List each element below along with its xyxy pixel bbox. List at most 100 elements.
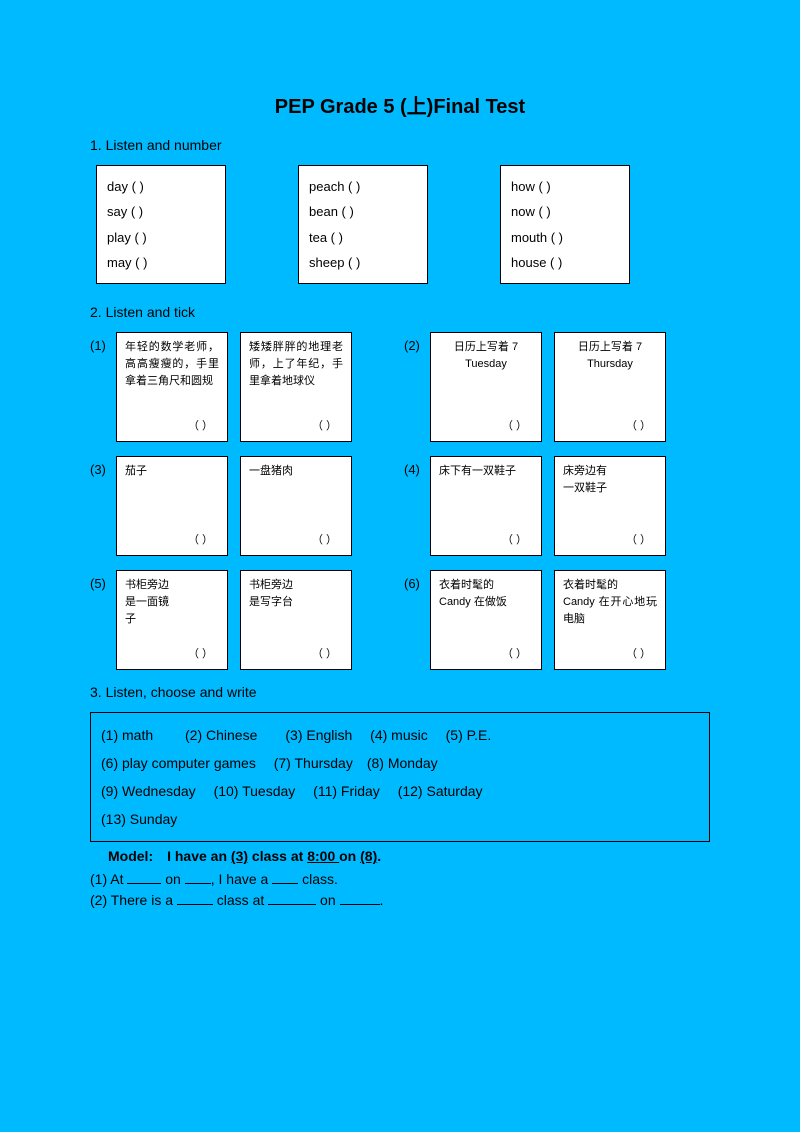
s2-choice-box: 日历上写着 7 Thursday （ ） (554, 332, 666, 442)
s1-item: peach ( ) (309, 174, 417, 199)
model-underline: (3) (231, 848, 248, 864)
wordbank-line: (1) math (2) Chinese (3) English (4) mus… (101, 721, 699, 749)
s2-paren[interactable]: （ ） (502, 532, 527, 549)
s2-choice-text: 矮矮胖胖的地理老师，上了年纪，手里拿着地球仪 (249, 339, 343, 390)
blank[interactable] (127, 870, 161, 884)
blank[interactable] (185, 870, 211, 884)
s2-choice-text: 衣着时髦的 Candy 在做饭 (439, 577, 533, 611)
s1-box-1: day ( ) say ( ) play ( ) may ( ) (96, 165, 226, 284)
blank[interactable] (272, 870, 298, 884)
s1-item: now ( ) (511, 199, 619, 224)
s1-item: bean ( ) (309, 199, 417, 224)
s2-pair: 年轻的数学老师，高高瘦瘦的，手里拿着三角尺和圆规（ ）矮矮胖胖的地理老师，上了年… (116, 332, 352, 442)
model-text: class at (248, 848, 307, 864)
blank[interactable] (340, 891, 380, 905)
s1-item: play ( ) (107, 225, 215, 250)
s1-item: tea ( ) (309, 225, 417, 250)
s1-item: day ( ) (107, 174, 215, 199)
s1-item: may ( ) (107, 250, 215, 275)
s2-paren[interactable]: （ ） (502, 418, 527, 435)
s2-choice-text: 日历上写着 7 Thursday (563, 339, 657, 373)
s2-choice-box: 书柜旁边 是写字台 （ ） (240, 570, 352, 670)
s2-choice-box: 床下有一双鞋子 （ ） (430, 456, 542, 556)
fill-text: on (316, 892, 339, 908)
s2-choice-text: 年轻的数学老师，高高瘦瘦的，手里拿着三角尺和圆规 (125, 339, 219, 390)
s1-item: house ( ) (511, 250, 619, 275)
section2-container: (1)年轻的数学老师，高高瘦瘦的，手里拿着三角尺和圆规（ ）矮矮胖胖的地理老师，… (90, 332, 710, 670)
s2-pair: 茄子 （ ） 一盘猪肉 （ ） (116, 456, 352, 556)
section2-heading: 2. Listen and tick (90, 304, 710, 320)
s2-number: (4) (404, 456, 430, 477)
s2-choice-box: 书柜旁边 是一面镜 子 （ ） (116, 570, 228, 670)
s1-item: sheep ( ) (309, 250, 417, 275)
s2-choice-box: 日历上写着 7 Tuesday （ ） (430, 332, 542, 442)
blank[interactable] (177, 891, 213, 905)
fill-text: (1) At (90, 871, 127, 887)
s2-choice-box: 衣着时髦的 Candy 在开心地玩电脑 （ ） (554, 570, 666, 670)
s2-pair: 衣着时髦的 Candy 在做饭 （ ） 衣着时髦的 Candy 在开心地玩电脑 （ ） (430, 570, 666, 670)
section1-heading: 1. Listen and number (90, 137, 710, 153)
page-title: PEP Grade 5 (上)Final Test (90, 90, 710, 119)
s2-paren[interactable]: （ ） (626, 646, 651, 663)
s2-paren[interactable]: （ ） (626, 418, 651, 435)
wordbank-line: (13) Sunday (101, 805, 699, 833)
s2-choice-box: 年轻的数学老师，高高瘦瘦的，手里拿着三角尺和圆规 （ ） (116, 332, 228, 442)
s2-number: (3) (90, 456, 116, 477)
s2-number: (6) (404, 570, 430, 591)
s2-choice-text: 床旁边有 一双鞋子 (563, 463, 657, 497)
section1-boxes: day ( ) say ( ) play ( ) may ( ) peach (… (96, 165, 710, 284)
s2-choice-box: 衣着时髦的 Candy 在做饭 （ ） (430, 570, 542, 670)
s2-choice-box: 矮矮胖胖的地理老师，上了年纪，手里拿着地球仪 （ ） (240, 332, 352, 442)
worksheet-page: PEP Grade 5 (上)Final Test 1. Listen and … (0, 0, 800, 1132)
section3-heading: 3. Listen, choose and write (90, 684, 710, 700)
fill-text: (2) There is a (90, 892, 177, 908)
s2-row: (1)年轻的数学老师，高高瘦瘦的，手里拿着三角尺和圆规（ ）矮矮胖胖的地理老师，… (90, 332, 710, 442)
s2-paren[interactable]: （ ） (312, 532, 337, 549)
s2-paren[interactable]: （ ） (502, 646, 527, 663)
s2-choice-text: 书柜旁边 是写字台 (249, 577, 343, 611)
s2-row: (5)书柜旁边 是一面镜 子（ ）书柜旁边 是写字台（ ）(6)衣着时髦的 Ca… (90, 570, 710, 670)
s2-paren[interactable]: （ ） (312, 646, 337, 663)
s2-choice-text: 书柜旁边 是一面镜 子 (125, 577, 219, 628)
s2-number: (5) (90, 570, 116, 591)
fill-text: on (161, 871, 184, 887)
s2-number: (2) (404, 332, 430, 353)
model-text: . (377, 848, 381, 864)
s2-choice-box: 茄子 （ ） (116, 456, 228, 556)
s1-item: mouth ( ) (511, 225, 619, 250)
s2-pair: 日历上写着 7 Tuesday （ ） 日历上写着 7 Thursday （ ） (430, 332, 666, 442)
s2-paren[interactable]: （ ） (188, 646, 213, 663)
s2-pair: 床下有一双鞋子 （ ） 床旁边有 一双鞋子 （ ） (430, 456, 666, 556)
s2-choice-text: 一盘猪肉 (249, 463, 343, 480)
s1-item: say ( ) (107, 199, 215, 224)
s2-choice-text: 床下有一双鞋子 (439, 463, 533, 480)
fill-text: class at (213, 892, 268, 908)
fill-text: class. (298, 871, 338, 887)
s2-choice-text: 日历上写着 7 Tuesday (439, 339, 533, 373)
model-text: Model: I have an (108, 848, 231, 864)
s1-box-2: peach ( ) bean ( ) tea ( ) sheep ( ) (298, 165, 428, 284)
s2-choice-text: 茄子 (125, 463, 219, 480)
s2-paren[interactable]: （ ） (188, 532, 213, 549)
s2-paren[interactable]: （ ） (626, 532, 651, 549)
model-sentence: Model: I have an (3) class at 8:00 on (8… (108, 848, 710, 864)
blank[interactable] (268, 891, 316, 905)
s2-row: (3) 茄子 （ ） 一盘猪肉 （ ） (4) 床下有一双鞋子 （ ） 床旁边有 一双鞋子 （ ） (90, 456, 710, 556)
wordbank-line: (9) Wednesday (10) Tuesday (11) Friday (… (101, 777, 699, 805)
model-text: on (339, 848, 360, 864)
wordbank-line: (6) play computer games (7) Thursday (8)… (101, 749, 699, 777)
s2-choice-box: 床旁边有 一双鞋子 （ ） (554, 456, 666, 556)
model-underline: 8:00 (307, 848, 339, 864)
section3-wordbank: (1) math (2) Chinese (3) English (4) mus… (90, 712, 710, 842)
fill-sentence-2: (2) There is a class at on . (90, 891, 710, 908)
model-underline: (8) (360, 848, 377, 864)
fill-sentence-1: (1) At on , I have a class. (90, 870, 710, 887)
s1-item: how ( ) (511, 174, 619, 199)
s2-number: (1) (90, 332, 116, 353)
s2-choice-text: 衣着时髦的 Candy 在开心地玩电脑 (563, 577, 657, 628)
s1-box-3: how ( ) now ( ) mouth ( ) house ( ) (500, 165, 630, 284)
fill-text: , I have a (211, 871, 272, 887)
s2-paren[interactable]: （ ） (188, 418, 213, 435)
s2-choice-box: 一盘猪肉 （ ） (240, 456, 352, 556)
s2-paren[interactable]: （ ） (312, 418, 337, 435)
